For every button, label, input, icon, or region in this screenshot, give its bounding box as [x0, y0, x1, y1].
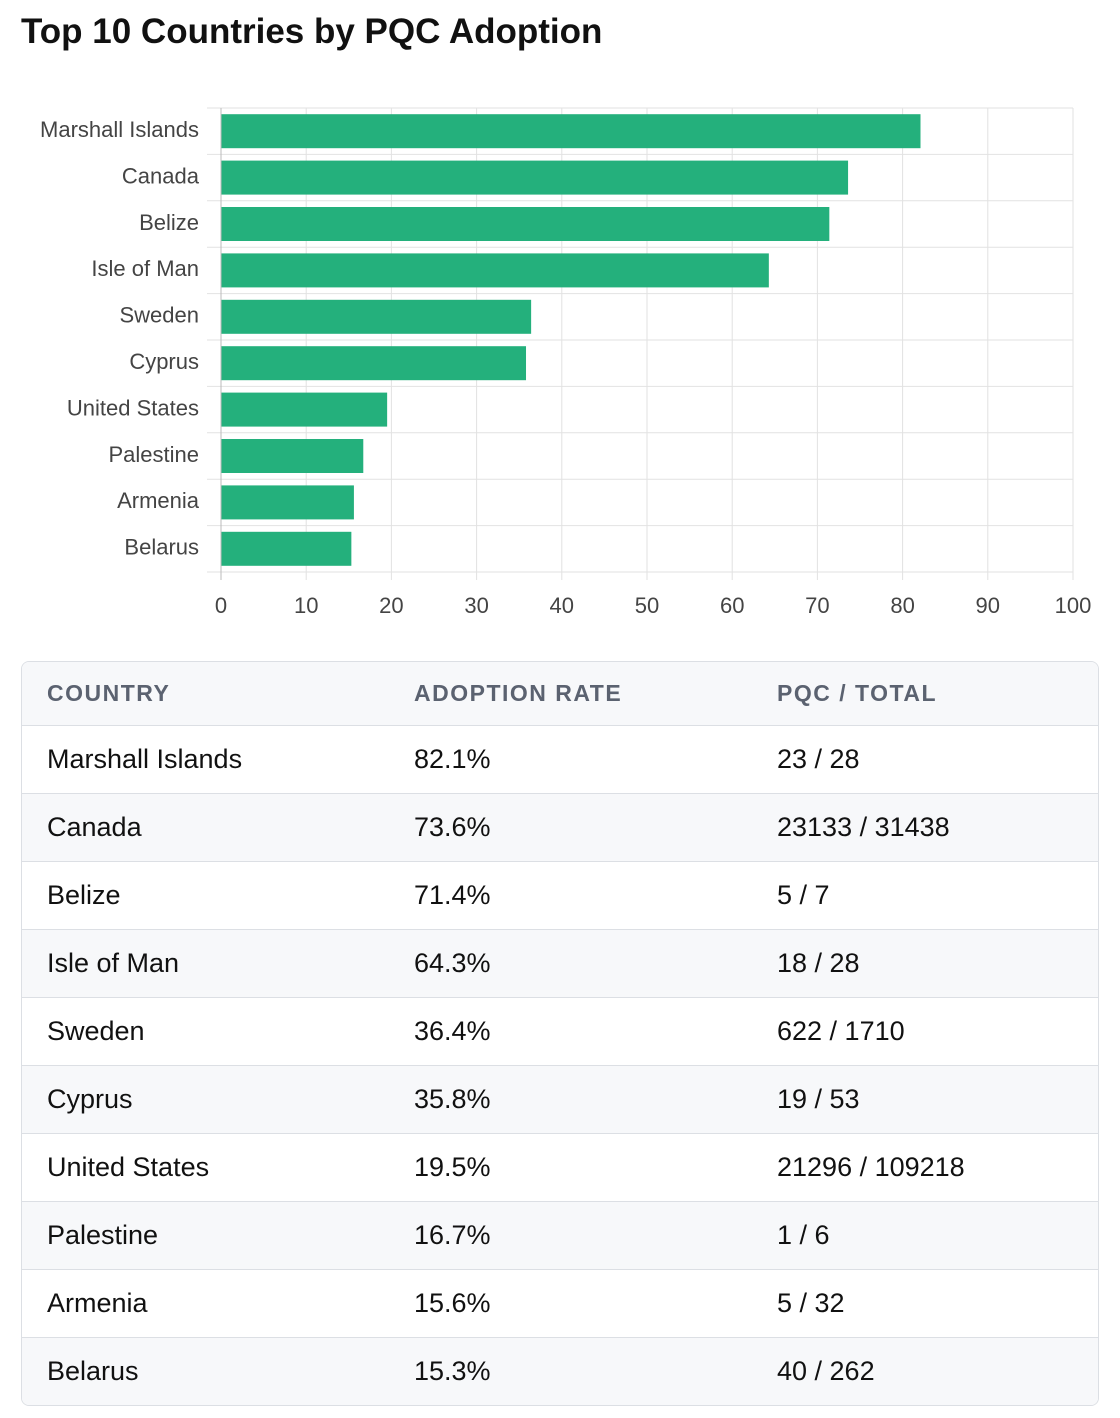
table-cell: Isle of Man: [47, 948, 180, 978]
table-row: United States 19.5% 21296 / 109218: [22, 1133, 1098, 1201]
table-cell: Palestine: [47, 1220, 159, 1250]
table-cell: 5 / 32: [777, 1288, 845, 1318]
table-cell: 21296 / 109218: [777, 1152, 965, 1182]
y-tick-label: Marshall Islands: [40, 117, 199, 142]
x-tick-label: 70: [805, 593, 829, 618]
chart: 0 10 20 30 40 50 60 70 80 90 100 Marshall Islands Ca…: [40, 107, 1092, 618]
x-tick-label: 30: [464, 593, 488, 618]
y-tick-label: Isle of Man: [91, 256, 199, 281]
table-cell: Belarus: [47, 1356, 139, 1386]
table-row: Canada 73.6% 23133 / 31438: [22, 793, 1098, 861]
table-cell: 40 / 262: [777, 1356, 875, 1386]
table-cell: 23 / 28: [777, 744, 860, 774]
y-tick-label: Belarus: [124, 535, 199, 560]
x-tick-label: 50: [635, 593, 659, 618]
table-cell: United States: [47, 1152, 210, 1182]
bar: [221, 160, 849, 195]
table-cell: 19.5%: [414, 1152, 491, 1182]
bar: [221, 485, 354, 520]
y-tick-label: Belize: [139, 210, 199, 235]
table-row: Sweden 36.4% 622 / 1710: [22, 997, 1098, 1065]
column-header: ADOPTION RATE: [414, 680, 623, 706]
table-cell: Armenia: [47, 1288, 148, 1318]
table-row: Isle of Man 64.3% 18 / 28: [22, 929, 1098, 997]
table-row: Belize 71.4% 5 / 7: [22, 861, 1098, 929]
table-cell: Cyprus: [47, 1084, 133, 1114]
y-tick-label: Sweden: [119, 303, 199, 328]
table-cell: 15.3%: [414, 1356, 491, 1386]
x-tick-label: 100: [1055, 593, 1092, 618]
table-row: Marshall Islands 82.1% 23 / 28: [22, 725, 1098, 793]
table-cell: 1 / 6: [777, 1220, 830, 1250]
y-tick-label: Canada: [122, 163, 200, 188]
bar: [221, 207, 830, 241]
table-cell: 36.4%: [414, 1016, 491, 1046]
y-tick-label: United States: [67, 395, 199, 420]
y-tick-label: Cyprus: [129, 349, 199, 374]
table-cell: 16.7%: [414, 1220, 491, 1250]
table-cell: Marshall Islands: [47, 744, 243, 774]
table-cell: 5 / 7: [777, 880, 830, 910]
x-tick-label: 20: [379, 593, 403, 618]
table-cell: 71.4%: [414, 880, 491, 910]
chart-title: Top 10 Countries by PQC Adoption: [21, 12, 603, 51]
x-tick-label: 40: [550, 593, 574, 618]
table-cell: 73.6%: [414, 812, 491, 842]
table-cell: 23133 / 31438: [777, 812, 950, 842]
x-tick-label: 90: [976, 593, 1000, 618]
x-tick-label: 80: [890, 593, 914, 618]
bar: [221, 299, 532, 334]
table-row: Cyprus 35.8% 19 / 53: [22, 1065, 1098, 1133]
table-cell: 82.1%: [414, 744, 491, 774]
x-tick-label: 60: [720, 593, 744, 618]
bar: [221, 114, 921, 149]
table-cell: 622 / 1710: [777, 1016, 905, 1046]
table-row: Belarus 15.3% 40 / 262: [22, 1337, 1098, 1405]
bar: [221, 439, 364, 473]
table-cell: 18 / 28: [777, 948, 860, 978]
table-cell: Sweden: [47, 1016, 145, 1046]
data-table: COUNTRY ADOPTION RATE PQC / TOTAL Marshall …: [21, 661, 1099, 1406]
table-row: Palestine 16.7% 1 / 6: [22, 1201, 1098, 1269]
table-header: COUNTRY ADOPTION RATE PQC / TOTAL: [22, 662, 1098, 725]
table-cell: 15.6%: [414, 1288, 491, 1318]
bar: [221, 346, 527, 381]
bar: [221, 253, 769, 288]
table-cell: 19 / 53: [777, 1084, 860, 1114]
bar: [221, 531, 352, 566]
column-header: COUNTRY: [47, 680, 171, 706]
y-tick-label: Palestine: [108, 442, 199, 467]
table-cell: 64.3%: [414, 948, 491, 978]
x-tick-label: 0: [215, 593, 227, 618]
bar: [221, 392, 388, 427]
table-cell: 35.8%: [414, 1084, 491, 1114]
x-tick-label: 10: [294, 593, 318, 618]
column-header: PQC / TOTAL: [777, 680, 938, 706]
table-cell: Canada: [47, 812, 142, 842]
table-cell: Belize: [47, 880, 121, 910]
y-tick-label: Armenia: [117, 488, 200, 513]
table-row: Armenia 15.6% 5 / 32: [22, 1269, 1098, 1337]
